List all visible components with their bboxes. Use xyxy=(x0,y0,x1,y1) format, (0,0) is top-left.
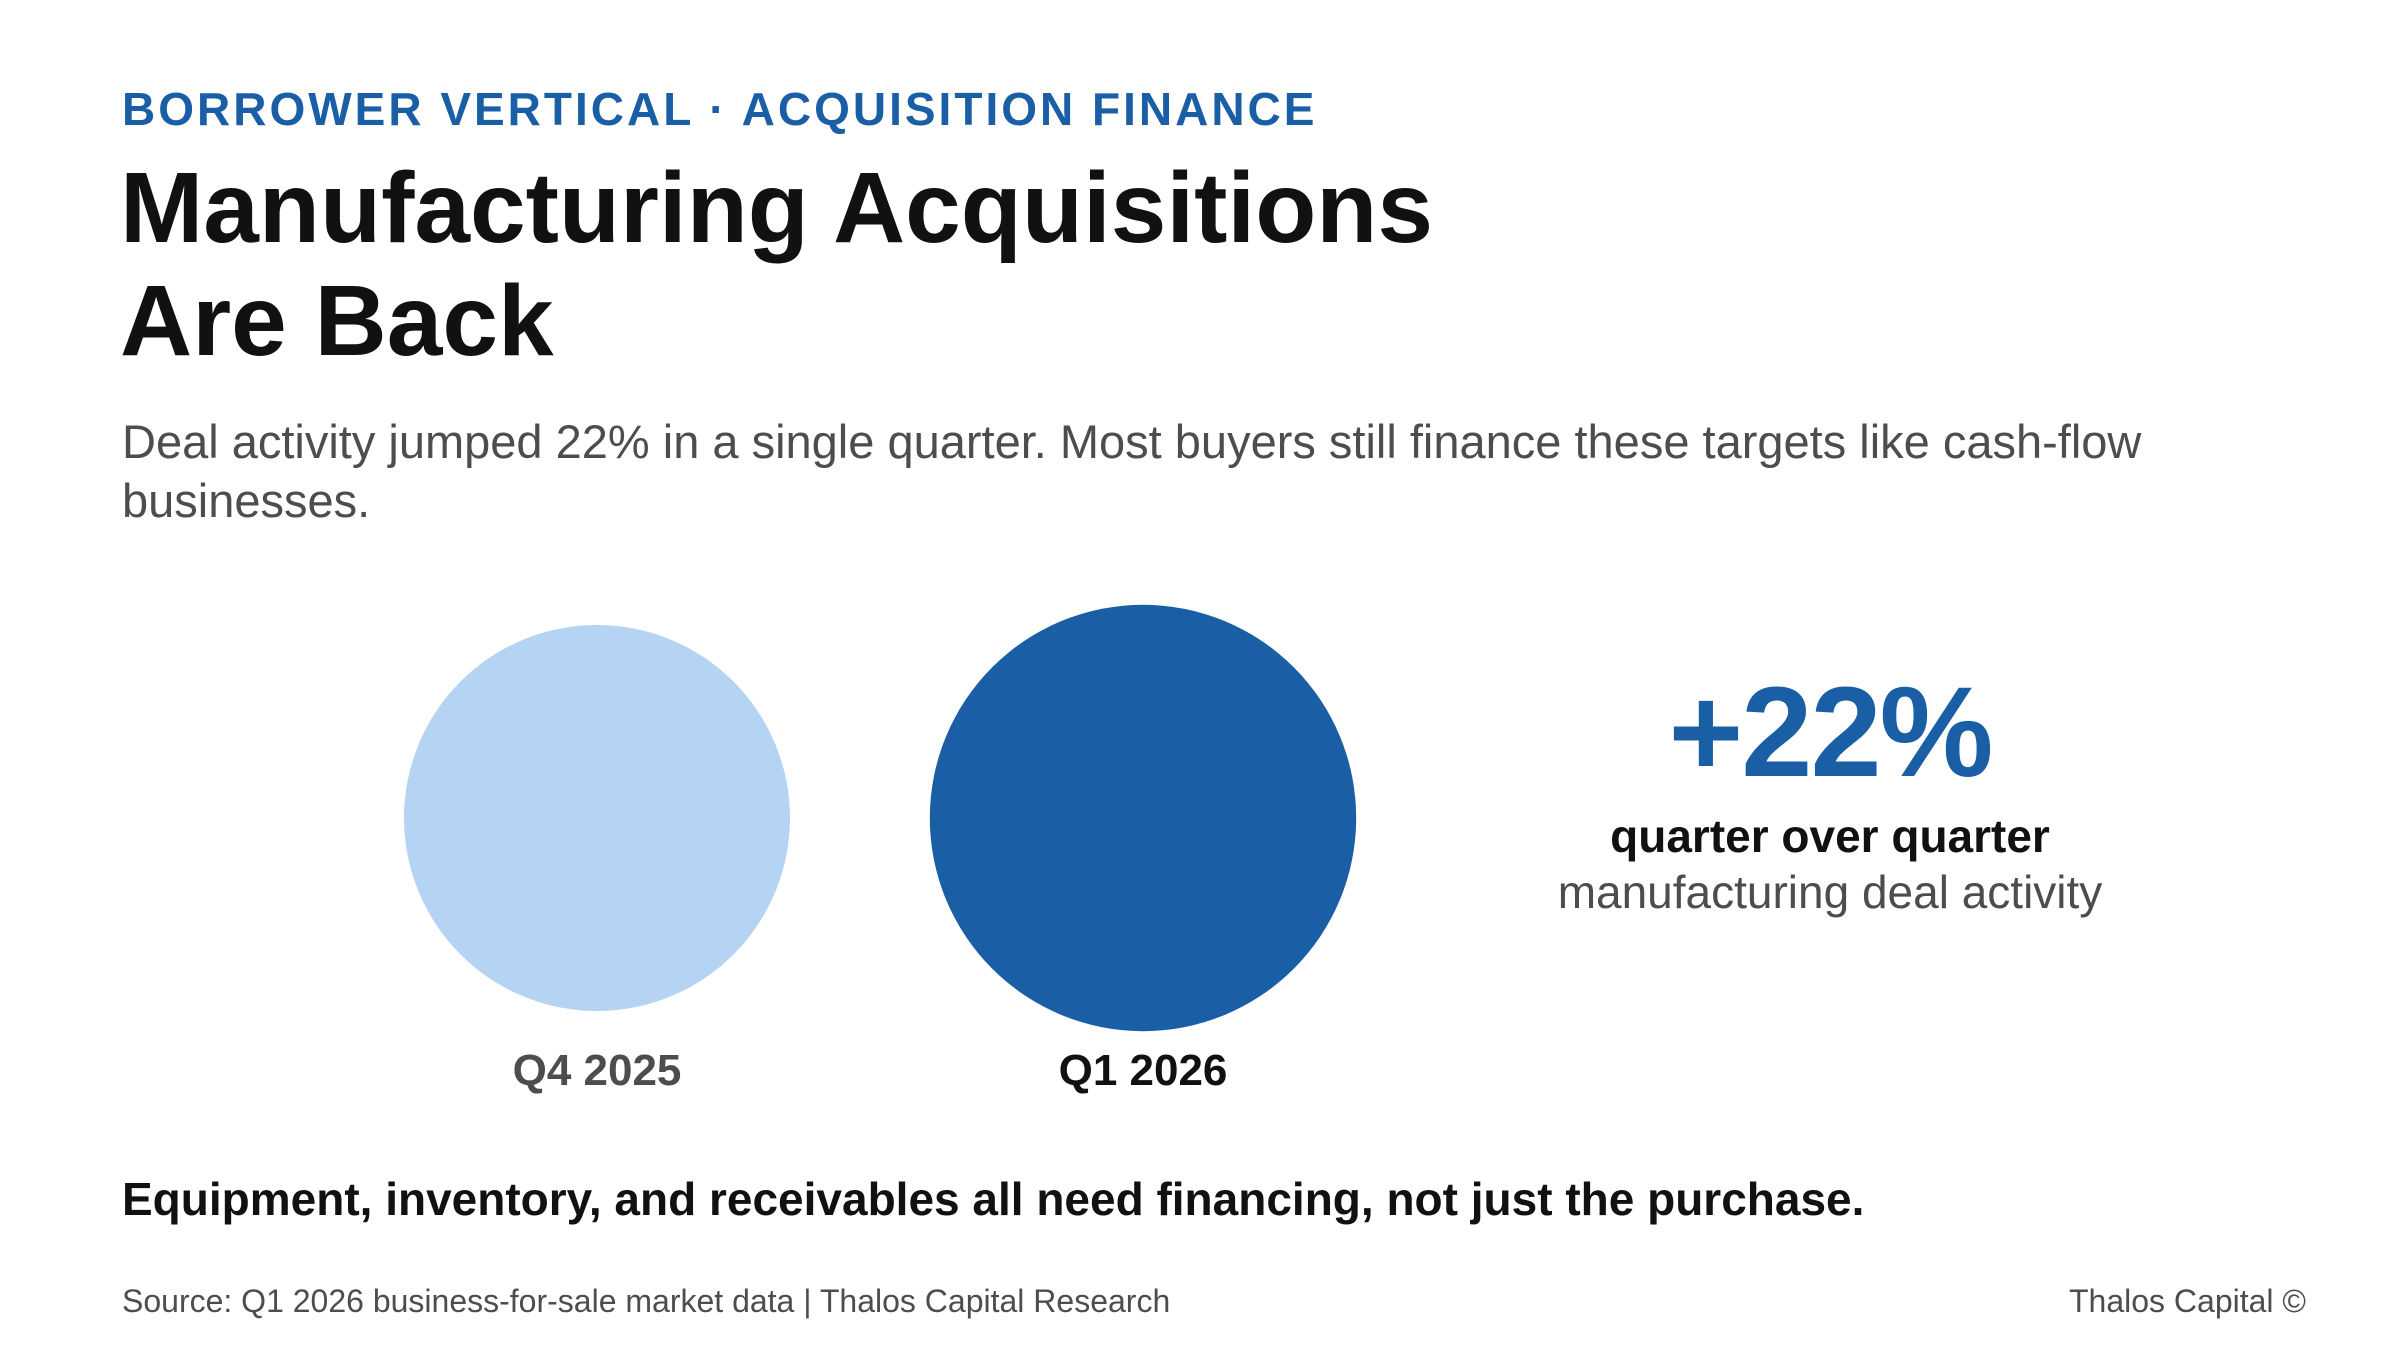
takeaway-text: Equipment, inventory, and receivables al… xyxy=(122,1173,1865,1225)
bubble-labels: Q4 2025 Q1 2026 xyxy=(513,1046,1228,1095)
stat-caption-primary: quarter over quarter xyxy=(1610,810,2050,862)
brand-mark: Thalos Capital © xyxy=(2068,1283,2306,1319)
bubble-series xyxy=(404,604,1357,1032)
bubble-q1-2026 xyxy=(929,604,1357,1032)
stat-value: +22% xyxy=(1668,661,1994,804)
eyebrow-label: BORROWER VERTICAL · ACQUISITION FINANCE xyxy=(122,83,1318,135)
bubble-label: Q1 2026 xyxy=(1059,1046,1228,1095)
bubble-q4-2025 xyxy=(404,625,790,1011)
source-note: Source: Q1 2026 business-for-sale market… xyxy=(122,1283,1171,1319)
page-title: Manufacturing Acquisitions Are Back xyxy=(120,152,1433,377)
stat-caption-secondary: manufacturing deal activity xyxy=(1557,866,2103,918)
page-subtitle: Deal activity jumped 22% in a single qua… xyxy=(122,415,2142,527)
bubble-label: Q4 2025 xyxy=(513,1046,682,1095)
